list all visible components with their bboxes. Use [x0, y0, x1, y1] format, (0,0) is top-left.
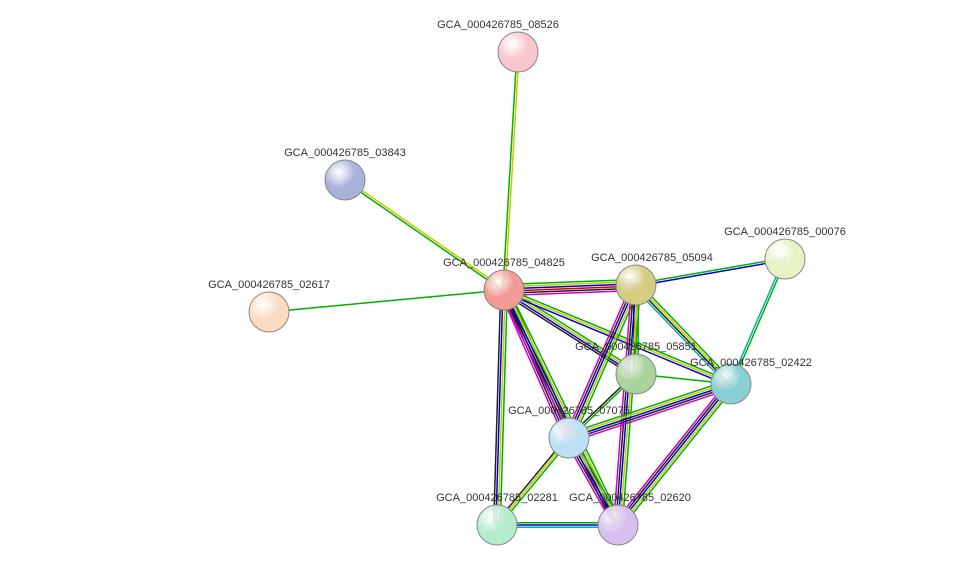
- edge-line: [346, 179, 505, 289]
- node-circle[interactable]: [325, 160, 365, 200]
- edge-line: [503, 52, 517, 290]
- node-circle[interactable]: [616, 265, 656, 305]
- node-label: GCA_000426785_02422: [690, 357, 812, 369]
- node-label: GCA_000426785_08526: [437, 19, 559, 31]
- node-n02281[interactable]: GCA_000426785_02281: [436, 492, 558, 545]
- edge-line: [344, 181, 503, 291]
- node-n00076[interactable]: GCA_000426785_00076: [724, 226, 846, 279]
- node-circle[interactable]: [484, 270, 524, 310]
- nodes: GCA_000426785_08526 GCA_000426785_03843 GC…: [208, 19, 846, 545]
- node-circle[interactable]: [498, 32, 538, 72]
- node-label: GCA_000426785_03843: [284, 147, 406, 159]
- edges: [269, 52, 786, 528]
- node-label: GCA_000426785_02617: [208, 279, 330, 291]
- node-circle[interactable]: [549, 418, 589, 458]
- node-label: GCA_000426785_00076: [724, 226, 846, 238]
- node-label: GCA_000426785_05851: [575, 341, 697, 353]
- edge-line: [505, 52, 519, 290]
- network-graph: GCA_000426785_08526 GCA_000426785_03843 GC…: [0, 0, 975, 581]
- node-circle[interactable]: [477, 505, 517, 545]
- node-n08526[interactable]: GCA_000426785_08526: [437, 19, 559, 72]
- node-n07075[interactable]: GCA_000426785_07075: [508, 405, 630, 458]
- node-circle[interactable]: [598, 505, 638, 545]
- node-circle[interactable]: [765, 239, 805, 279]
- node-circle[interactable]: [249, 292, 289, 332]
- node-label: GCA_000426785_02620: [569, 492, 691, 504]
- node-circle[interactable]: [616, 354, 656, 394]
- node-label: GCA_000426785_04825: [443, 257, 565, 269]
- node-n02620[interactable]: GCA_000426785_02620: [569, 492, 691, 545]
- node-n05094[interactable]: GCA_000426785_05094: [591, 252, 713, 305]
- node-circle[interactable]: [711, 364, 751, 404]
- node-n02617[interactable]: GCA_000426785_02617: [208, 279, 330, 332]
- node-n03843[interactable]: GCA_000426785_03843: [284, 147, 406, 200]
- edge-line: [269, 290, 504, 312]
- node-label: GCA_000426785_02281: [436, 492, 558, 504]
- node-label: GCA_000426785_07075: [508, 405, 630, 417]
- edge-line: [621, 387, 734, 528]
- node-label: GCA_000426785_05094: [591, 252, 713, 264]
